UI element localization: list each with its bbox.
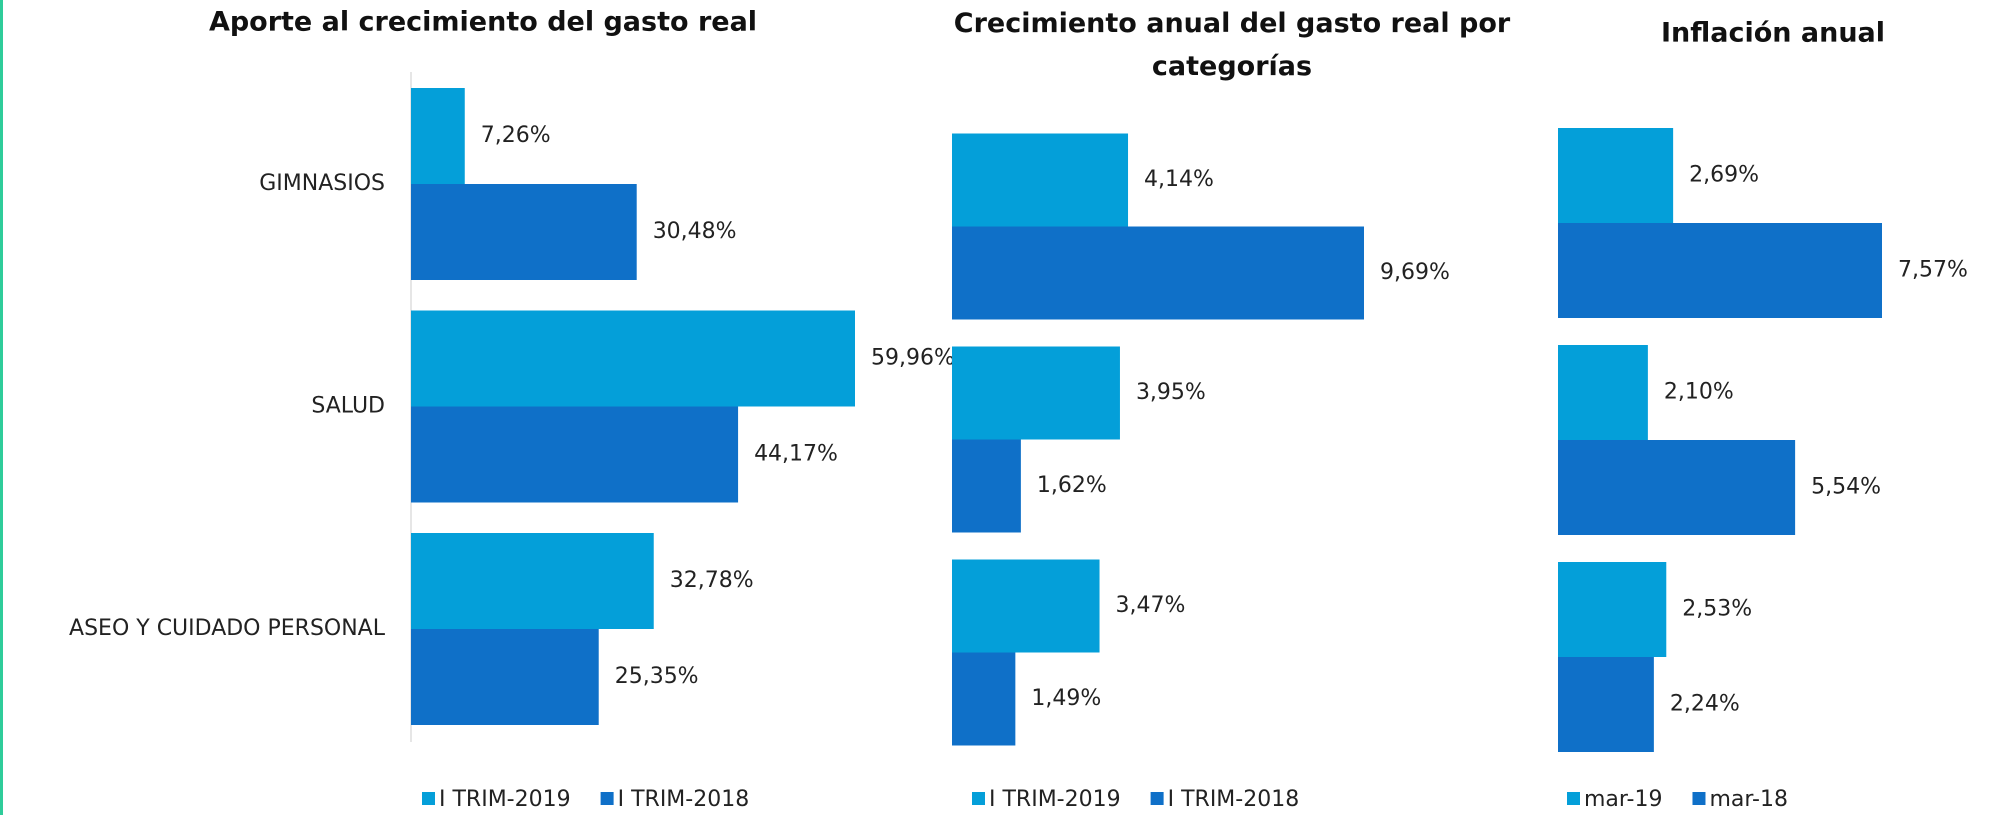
legend-label: I TRIM-2018 bbox=[1168, 787, 1300, 812]
data-label: 4,14% bbox=[1144, 167, 1214, 192]
data-label: 59,96% bbox=[871, 346, 955, 371]
bar bbox=[952, 226, 1364, 320]
data-label: 2,24% bbox=[1670, 692, 1740, 717]
bar bbox=[1558, 562, 1667, 657]
legend-swatch bbox=[600, 792, 614, 805]
legend-label: mar-19 bbox=[1584, 787, 1662, 812]
data-label: 1,49% bbox=[1031, 686, 1101, 711]
left-border bbox=[0, 0, 3, 815]
bar bbox=[1558, 223, 1882, 318]
bar bbox=[952, 133, 1129, 227]
data-label: 32,78% bbox=[670, 568, 754, 593]
bar bbox=[411, 184, 637, 280]
bar bbox=[411, 406, 739, 503]
bar bbox=[1558, 128, 1674, 223]
bar bbox=[952, 559, 1100, 653]
data-label: 3,95% bbox=[1136, 380, 1206, 405]
data-label: 9,69% bbox=[1380, 260, 1450, 285]
data-label: 3,47% bbox=[1116, 593, 1186, 618]
bar bbox=[1558, 657, 1654, 752]
bar bbox=[411, 310, 855, 407]
chart-title: Inflación anual bbox=[1661, 18, 1885, 49]
data-label: 7,26% bbox=[481, 123, 551, 148]
data-label: 1,62% bbox=[1037, 473, 1107, 498]
bar bbox=[952, 346, 1120, 440]
data-label: 7,57% bbox=[1898, 258, 1968, 283]
legend-label: mar-18 bbox=[1709, 787, 1787, 812]
bar bbox=[1558, 345, 1648, 440]
legend-swatch bbox=[1567, 792, 1580, 805]
legend-label: I TRIM-2019 bbox=[989, 787, 1121, 812]
bar bbox=[411, 629, 599, 725]
chart-title-box: Crecimiento anual del gasto real por cat… bbox=[953, 8, 1511, 82]
legend-label: I TRIM-2018 bbox=[618, 787, 750, 812]
legend-swatch bbox=[422, 792, 435, 805]
bar bbox=[411, 533, 654, 629]
data-label: 2,69% bbox=[1689, 163, 1759, 188]
data-label: 2,53% bbox=[1682, 597, 1752, 622]
legend-label: I TRIM-2019 bbox=[439, 787, 571, 812]
data-label: 2,10% bbox=[1664, 380, 1734, 405]
bar bbox=[952, 439, 1021, 533]
data-label: 25,35% bbox=[615, 664, 699, 689]
category-label: GIMNASIOS bbox=[259, 171, 385, 196]
category-label: ASEO Y CUIDADO PERSONAL bbox=[69, 616, 386, 641]
data-label: 30,48% bbox=[653, 219, 737, 244]
legend-swatch bbox=[1150, 792, 1164, 805]
data-label: 5,54% bbox=[1811, 475, 1881, 500]
category-label: SALUD bbox=[311, 394, 385, 419]
chart-title: Aporte al crecimiento del gasto real bbox=[209, 7, 757, 38]
legend-swatch bbox=[1692, 792, 1706, 805]
bar bbox=[411, 88, 465, 184]
data-label: 44,17% bbox=[754, 442, 838, 467]
bar bbox=[1558, 440, 1796, 535]
legend-swatch bbox=[972, 792, 985, 805]
bar bbox=[952, 652, 1016, 746]
chart-title: Crecimiento anual del gasto real por cat… bbox=[953, 8, 1511, 82]
